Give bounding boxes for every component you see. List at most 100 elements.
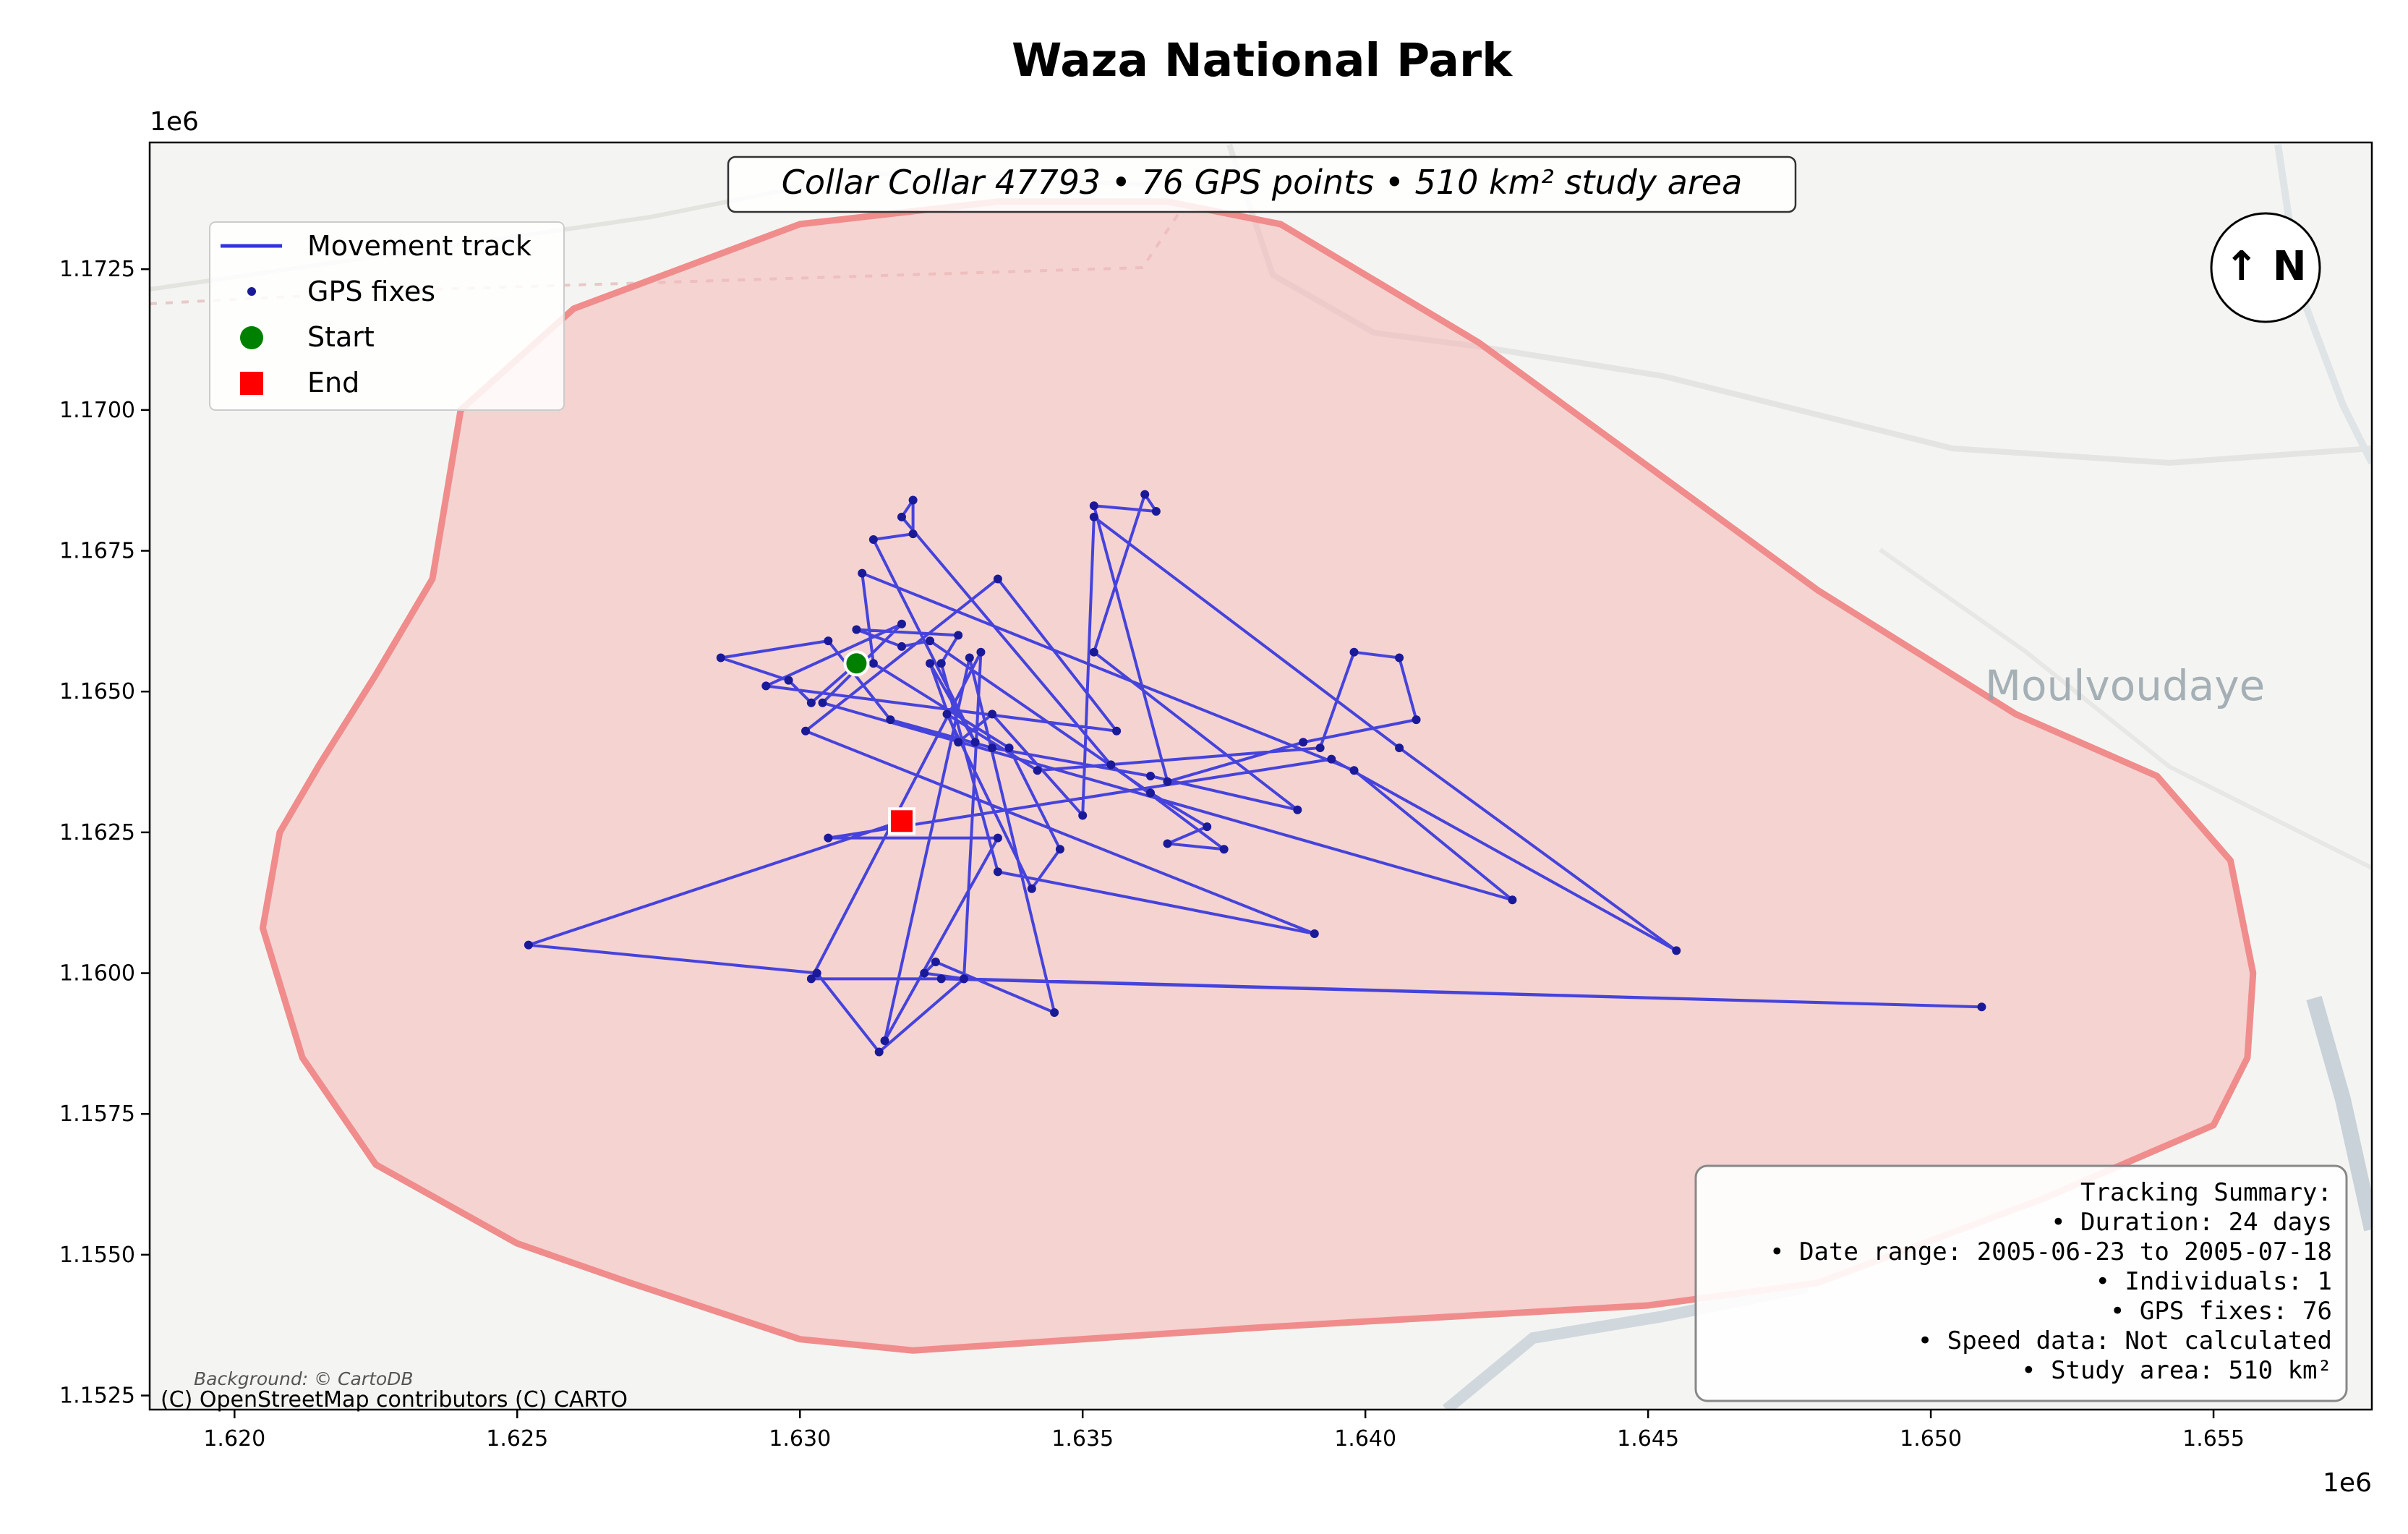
gps-fix-point xyxy=(897,619,906,628)
legend: Movement track GPS fixes Start End xyxy=(209,221,565,411)
y-tick-label: 1.1700 xyxy=(59,398,135,423)
gps-fix-point xyxy=(965,653,974,662)
gps-fix-point xyxy=(959,974,968,984)
gps-fix-point xyxy=(1412,715,1421,725)
gps-fix-point xyxy=(926,659,935,668)
gps-fix-point xyxy=(852,625,861,634)
gps-fix-point xyxy=(806,974,816,984)
gps-fix-point xyxy=(942,710,952,719)
gps-fix-point xyxy=(1203,822,1212,832)
gps-fix-point xyxy=(1508,895,1517,905)
gps-fix-point xyxy=(868,659,878,668)
summary-line: • Date range: 2005-06-23 to 2005-07-18 xyxy=(1769,1237,2332,1266)
movement-track-line xyxy=(526,493,1984,1054)
gps-fix-point xyxy=(926,636,935,646)
gps-fix-point xyxy=(1089,647,1098,657)
gps-fix-point xyxy=(1106,760,1116,770)
gps-fix-point xyxy=(880,1036,889,1045)
gps-fix-point xyxy=(1163,777,1172,786)
chart-title: Waza National Park xyxy=(1012,34,1513,87)
gps-fix-point xyxy=(936,974,946,984)
gps-fix-point xyxy=(897,642,906,651)
y-tick-label: 1.1575 xyxy=(59,1102,135,1127)
tracking-summary: Tracking Summary: • Duration: 24 days • … xyxy=(1694,1164,2348,1402)
gps-fix-point xyxy=(1349,766,1359,775)
gps-fix-point xyxy=(824,833,833,843)
legend-end-swatch xyxy=(240,372,263,395)
axes-frame xyxy=(148,141,2373,1411)
gps-fix-point xyxy=(818,698,827,707)
y-tick-label: 1.1625 xyxy=(59,820,135,845)
gps-fix-point xyxy=(874,1047,884,1057)
summary-line: • Individuals: 1 xyxy=(2095,1267,2332,1296)
gps-fix-point xyxy=(1140,490,1150,499)
gps-fix-point xyxy=(858,568,867,578)
gps-fix-point xyxy=(886,715,895,725)
gps-fix-point xyxy=(761,681,771,691)
x-tick-label: 1.645 xyxy=(1617,1426,1679,1452)
gps-fix-point xyxy=(824,636,833,646)
gps-fix-point xyxy=(897,512,906,521)
background-credit: Background: © CartoDB xyxy=(194,1368,414,1389)
gps-fix-point xyxy=(1672,946,1681,955)
gps-fix-point xyxy=(806,698,816,707)
gps-fix-point xyxy=(976,647,986,657)
gps-fix-point xyxy=(988,710,997,719)
gps-fix-point xyxy=(1089,512,1098,521)
gps-fix-point xyxy=(1151,507,1161,516)
gps-fix-point xyxy=(1299,738,1308,747)
gps-fix-point xyxy=(1315,743,1325,753)
gps-fix-point xyxy=(1977,1002,1986,1012)
legend-track-label: Movement track xyxy=(307,230,531,262)
legend-start-swatch xyxy=(240,326,263,349)
gps-fix-point xyxy=(1327,754,1336,764)
summary-line: • Speed data: Not calculated xyxy=(1918,1326,2332,1355)
y-tick-label: 1.1650 xyxy=(59,679,135,704)
summary-line: • Duration: 24 days xyxy=(2051,1208,2332,1237)
gps-fix-point xyxy=(993,574,1002,584)
gps-fix-point xyxy=(1395,653,1404,662)
gps-fix-point xyxy=(1055,845,1064,854)
gps-fix-point xyxy=(1146,788,1156,798)
gps-fix-point xyxy=(1089,501,1098,511)
map-attribution: (C) OpenStreetMap contributors (C) CARTO xyxy=(161,1387,628,1412)
x-tick-label: 1.620 xyxy=(203,1426,265,1452)
y-tick-label: 1.1550 xyxy=(59,1243,135,1268)
summary-heading: Tracking Summary: xyxy=(2080,1178,2332,1207)
gps-fix-point xyxy=(993,833,1002,843)
chart-subtitle: Collar Collar 47793 • 76 GPS points • 51… xyxy=(782,163,1743,202)
x-tick-label: 1.630 xyxy=(769,1426,831,1452)
x-offset-label: 1e6 xyxy=(2323,1468,2372,1498)
legend-end-label: End xyxy=(307,367,359,399)
y-tick-label: 1.1675 xyxy=(59,539,135,564)
gps-fix-point xyxy=(954,631,963,640)
x-tick-label: 1.635 xyxy=(1051,1426,1114,1452)
x-tick-label: 1.650 xyxy=(1900,1426,1962,1452)
x-tick-label: 1.640 xyxy=(1334,1426,1396,1452)
gps-fix-point xyxy=(1349,647,1359,657)
gps-fix-point xyxy=(936,659,946,668)
place-label: Moulvoudaye xyxy=(1985,661,2265,710)
y-tick-label: 1.1525 xyxy=(59,1384,135,1409)
x-tick-label: 1.655 xyxy=(2182,1426,2245,1452)
gps-fix-point xyxy=(993,867,1002,877)
gps-fix-point xyxy=(524,940,533,950)
gps-fix-point xyxy=(1027,884,1036,893)
gps-fix-point xyxy=(1395,743,1404,753)
x-tick-label: 1.625 xyxy=(486,1426,548,1452)
gps-fix-point xyxy=(931,957,940,966)
gps-fix-point xyxy=(1078,811,1088,820)
gps-fix-point xyxy=(920,968,929,978)
gps-fix-point xyxy=(868,534,878,544)
gps-fix-point xyxy=(1050,1008,1059,1018)
y-axis: 1.1725 1.1700 1.1675 1.1650 1.1625 1.1600 1.15… xyxy=(59,257,150,1409)
north-arrow-label: ↑ N xyxy=(2224,243,2306,290)
summary-line: • Study area: 510 km² xyxy=(2021,1356,2332,1385)
gps-fix-point xyxy=(988,743,997,753)
gps-fix-point xyxy=(784,676,793,685)
gps-fix-point xyxy=(1112,726,1122,736)
summary-line: • GPS fixes: 76 xyxy=(2110,1297,2332,1326)
gps-fix-point xyxy=(1163,839,1172,848)
y-tick-label: 1.1600 xyxy=(59,961,135,987)
